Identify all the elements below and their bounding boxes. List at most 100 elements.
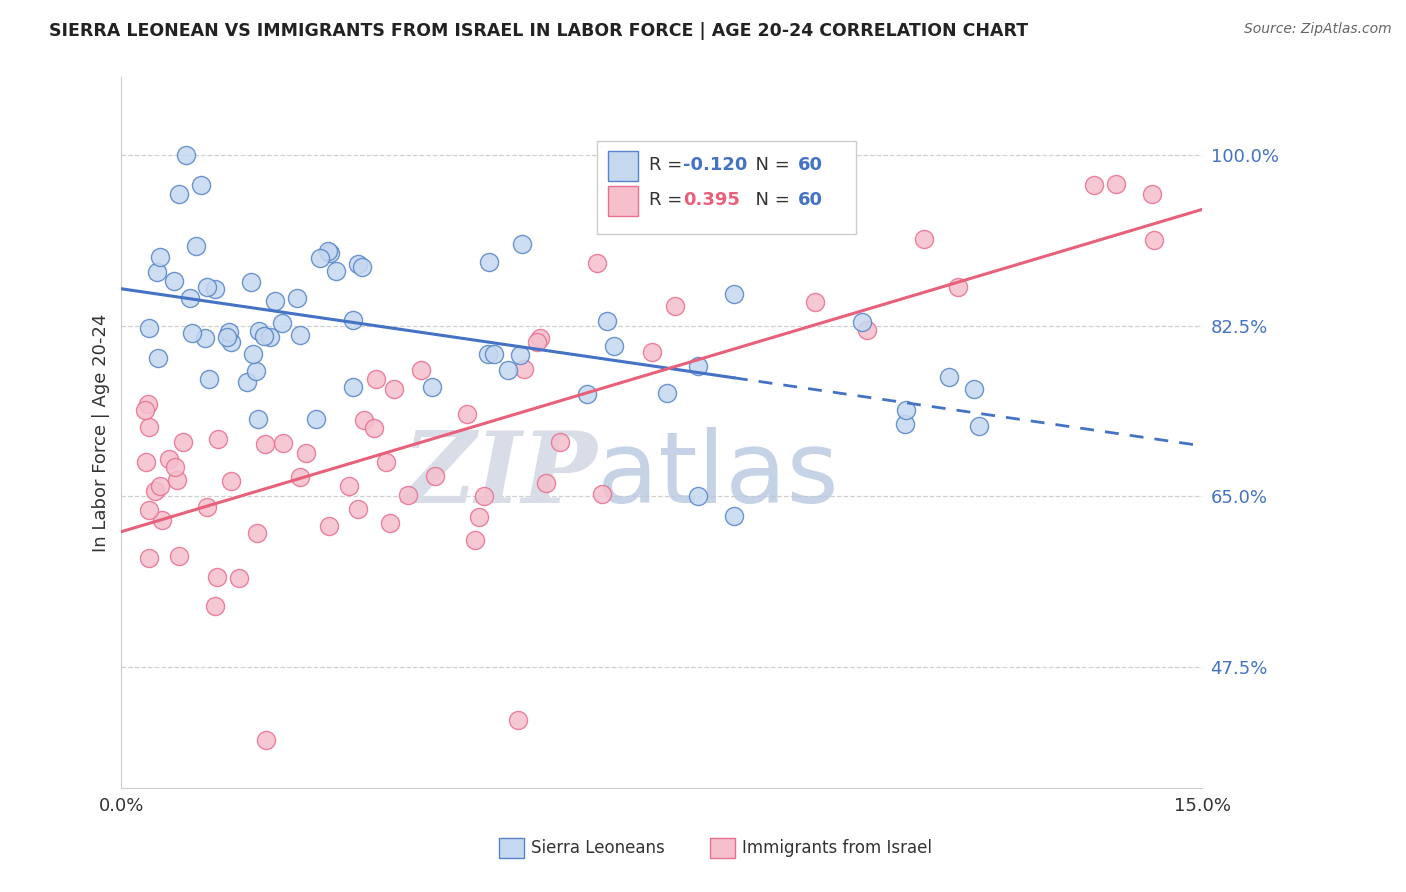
Point — [482, 347, 505, 361]
Point — [218, 326, 240, 340]
Point — [207, 432, 229, 446]
Point — [157, 452, 180, 467]
Point — [253, 329, 276, 343]
Point — [513, 361, 536, 376]
Point — [259, 330, 281, 344]
Y-axis label: In Labor Force | Age 20-24: In Labor Force | Age 20-24 — [93, 314, 110, 552]
Point — [688, 359, 710, 373]
Point — [254, 732, 277, 747]
Point — [548, 435, 571, 450]
Point — [464, 533, 486, 548]
Point — [596, 314, 619, 328]
Point — [477, 347, 499, 361]
Point — [641, 344, 664, 359]
Point — [165, 459, 187, 474]
Point — [382, 382, 405, 396]
Point — [204, 599, 226, 613]
Point — [374, 455, 396, 469]
Point — [221, 475, 243, 489]
Point — [138, 321, 160, 335]
Point — [138, 420, 160, 434]
Point — [236, 375, 259, 389]
Point — [938, 370, 960, 384]
Point — [512, 237, 534, 252]
Point — [138, 503, 160, 517]
Point — [409, 363, 432, 377]
Point — [305, 411, 328, 425]
Point — [506, 713, 529, 727]
Text: 60: 60 — [799, 192, 823, 210]
Point — [420, 380, 443, 394]
Point — [136, 397, 159, 411]
Point — [167, 549, 190, 563]
Point — [179, 291, 201, 305]
Point — [181, 326, 204, 341]
Point — [254, 436, 277, 450]
Point — [264, 293, 287, 308]
Point — [657, 386, 679, 401]
Text: ZIP: ZIP — [402, 427, 598, 524]
Point — [686, 489, 709, 503]
Point — [478, 255, 501, 269]
Point — [166, 473, 188, 487]
Point — [364, 371, 387, 385]
Point — [1140, 187, 1163, 202]
Point — [472, 489, 495, 503]
Point — [534, 476, 557, 491]
Point — [148, 351, 170, 366]
Point — [197, 500, 219, 515]
Point — [586, 256, 609, 270]
Point — [342, 313, 364, 327]
Point — [219, 334, 242, 349]
Point — [190, 178, 212, 192]
Point — [363, 421, 385, 435]
Point — [468, 510, 491, 524]
Point — [1083, 178, 1105, 192]
Point — [963, 382, 986, 396]
Point — [245, 364, 267, 378]
Point — [353, 413, 375, 427]
Text: 0.395: 0.395 — [683, 192, 741, 210]
Text: Source: ZipAtlas.com: Source: ZipAtlas.com — [1244, 22, 1392, 37]
Text: SIERRA LEONEAN VS IMMIGRANTS FROM ISRAEL IN LABOR FORCE | AGE 20-24 CORRELATION : SIERRA LEONEAN VS IMMIGRANTS FROM ISRAEL… — [49, 22, 1028, 40]
Point — [239, 275, 262, 289]
Point — [723, 286, 745, 301]
Point — [174, 148, 197, 162]
Point — [172, 435, 194, 450]
Point — [309, 251, 332, 265]
Point — [894, 403, 917, 417]
Point — [134, 402, 156, 417]
Point — [425, 468, 447, 483]
Point — [290, 470, 312, 484]
Text: -0.120: -0.120 — [683, 156, 748, 174]
Text: R =: R = — [648, 192, 688, 210]
Point — [271, 436, 294, 450]
Point — [242, 347, 264, 361]
Point — [526, 335, 548, 350]
Point — [228, 571, 250, 585]
Point — [352, 260, 374, 274]
Point — [342, 380, 364, 394]
Point — [138, 550, 160, 565]
Point — [149, 479, 172, 493]
FancyBboxPatch shape — [598, 142, 856, 234]
Point — [591, 487, 613, 501]
Point — [337, 479, 360, 493]
Point — [135, 455, 157, 469]
Point — [204, 282, 226, 296]
Point — [347, 502, 370, 516]
Point — [318, 244, 340, 258]
Point — [319, 245, 342, 260]
Point — [195, 280, 218, 294]
Point — [1105, 177, 1128, 191]
FancyBboxPatch shape — [607, 151, 638, 180]
Point — [967, 419, 990, 434]
Point — [496, 362, 519, 376]
Point — [198, 372, 221, 386]
Point — [149, 250, 172, 264]
Text: Immigrants from Israel: Immigrants from Israel — [742, 839, 932, 857]
Point — [529, 331, 551, 345]
Point — [894, 417, 917, 431]
Point — [346, 257, 368, 271]
Point — [163, 274, 186, 288]
